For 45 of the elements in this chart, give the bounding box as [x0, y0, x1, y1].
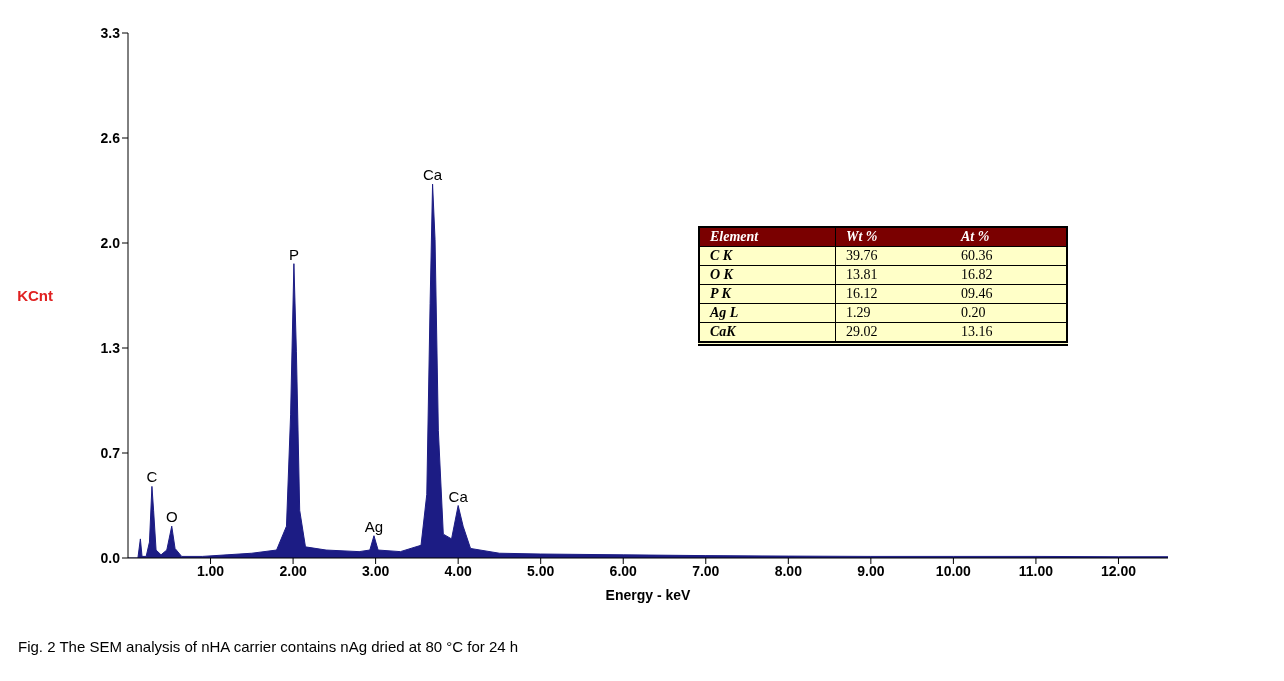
annotation: O	[165, 508, 178, 526]
annotation: 0.20	[951, 303, 1067, 323]
annotation: Element	[699, 227, 836, 247]
x-axis-title: Energy - keV	[605, 587, 692, 603]
y-tick-label: 2.0	[100, 234, 121, 251]
y-axis-title: KCnt	[17, 286, 53, 304]
x-tick-label: 1.00	[196, 562, 225, 579]
annotation: P K	[699, 284, 836, 304]
annotation: Ca	[448, 487, 469, 505]
annotation: C	[146, 468, 158, 486]
annotation: 39.76	[835, 246, 951, 266]
annotation: 13.16	[951, 322, 1067, 344]
y-tick-label: 0.7	[100, 444, 121, 461]
annotation: C K	[699, 246, 836, 266]
annotation: 60.36	[951, 246, 1067, 266]
x-tick-label: 7.00	[692, 562, 720, 579]
x-tick-label: 5.00	[527, 562, 555, 579]
x-tick-label: 2.00	[279, 562, 307, 579]
annotation: 09.46	[951, 284, 1067, 304]
x-tick-label: 10.00	[935, 562, 972, 579]
annotation: 13.81	[835, 265, 951, 285]
y-tick-label: 1.3	[100, 339, 121, 356]
annotation: P	[288, 245, 299, 263]
annotation: Ca	[422, 166, 443, 184]
caption: Fig. 2 The SEM analysis of nHA carrier contains nAg dried at 80 °C for 24 h	[18, 638, 519, 655]
annotation: Ag	[364, 517, 384, 535]
annotation: 1.29	[835, 303, 951, 323]
annotation: 29.02	[835, 322, 951, 344]
y-tick-label: 0.0	[100, 549, 121, 566]
annotation: At %	[951, 227, 1067, 247]
x-tick-label: 9.00	[857, 562, 885, 579]
annotation: CaK	[699, 322, 836, 344]
x-tick-label: 6.00	[609, 562, 638, 579]
annotation: Ag L	[699, 303, 836, 323]
x-tick-label: 11.00	[1018, 562, 1054, 579]
y-tick-label: 2.6	[100, 129, 121, 146]
x-tick-label: 8.00	[774, 562, 803, 579]
annotation: 16.82	[951, 265, 1067, 285]
y-tick-label: 3.3	[100, 24, 121, 41]
annotation: Wt %	[835, 227, 951, 247]
x-tick-label: 4.00	[444, 562, 472, 579]
annotation: 16.12	[835, 284, 951, 304]
x-tick-label: 3.00	[361, 562, 390, 579]
annotation: O K	[699, 265, 836, 285]
x-tick-label: 12.00	[1100, 562, 1137, 579]
